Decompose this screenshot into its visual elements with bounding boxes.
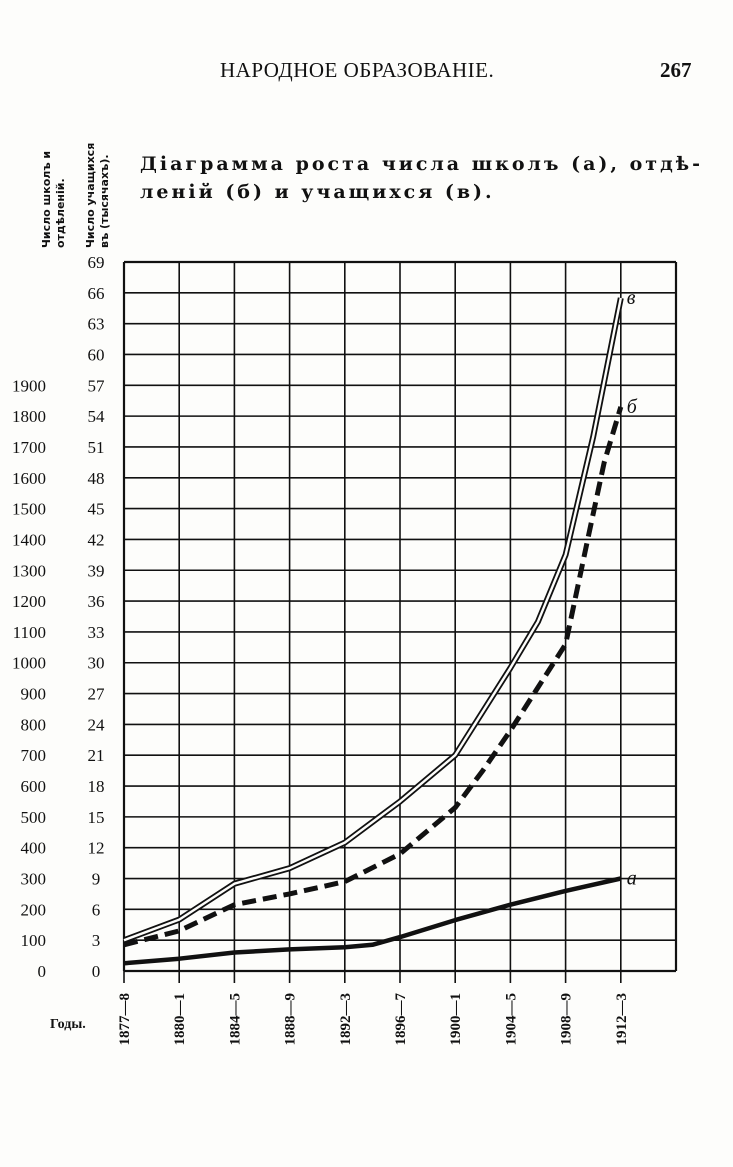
y-tick-left: 800 [21, 715, 47, 734]
x-tick-label: 1896—7 [393, 993, 409, 1046]
series-label: в [627, 287, 636, 309]
y-tick-left: 1700 [12, 438, 46, 457]
y-tick-right: 45 [88, 500, 105, 519]
series-line-a [123, 876, 622, 966]
y-tick-right: 60 [88, 345, 105, 364]
y-tick-left: 100 [21, 931, 47, 950]
page-number: 267 [660, 58, 692, 82]
y-tick-left: 1900 [12, 376, 46, 395]
y-tick-right: 30 [88, 654, 105, 673]
y-tick-left: 0 [38, 962, 47, 981]
y-tick-right: 39 [88, 561, 105, 580]
x-tick-label: 1888—9 [283, 993, 299, 1046]
chart-title: Діаграмма роста числа школъ (а), отдѣ- л… [140, 150, 720, 206]
series-label: а [627, 868, 637, 890]
x-tick-label: 1912—3 [614, 993, 630, 1046]
x-tick-label: 1908—9 [559, 993, 575, 1046]
y-tick-left: 300 [21, 870, 47, 889]
x-tick-label: 1900—1 [448, 993, 464, 1046]
y-tick-right: 42 [88, 530, 105, 549]
y-tick-left: 1100 [13, 623, 46, 642]
chart-title-line-2: леній (б) и учащихся (в). [140, 181, 495, 203]
y-tick-left: 500 [21, 808, 47, 827]
series-line-b [123, 406, 624, 948]
y-tick-left: 700 [21, 746, 47, 765]
y-tick-left: 1400 [12, 530, 46, 549]
y-tick-right: 27 [88, 685, 106, 704]
y-tick-right: 12 [88, 839, 105, 858]
y-tick-left: 600 [21, 777, 47, 796]
y-tick-right: 24 [88, 715, 106, 734]
y-tick-right: 18 [88, 777, 105, 796]
x-axis-title: Годы. [50, 1017, 86, 1032]
y-tick-left: 1000 [12, 654, 46, 673]
series-line-v-inner [123, 297, 622, 942]
y-tick-left: 200 [21, 900, 47, 919]
y-tick-right: 3 [92, 931, 101, 950]
chart-title-line-1: Діаграмма роста числа школъ (а), отдѣ- [140, 153, 703, 175]
y-tick-right: 69 [88, 253, 105, 272]
x-tick-label: 1892—3 [338, 993, 354, 1046]
x-tick-label: 1904—5 [503, 993, 519, 1046]
y-tick-right: 57 [88, 376, 106, 395]
y-tick-left: 1500 [12, 500, 46, 519]
y-tick-right: 66 [88, 284, 105, 303]
page-header: НАРОДНОЕ ОБРАЗОВАНІЕ. 267 [0, 56, 733, 86]
y-tick-right: 21 [88, 746, 105, 765]
x-tick-label: 1884—5 [227, 993, 243, 1046]
y-tick-left: 900 [21, 685, 47, 704]
y-tick-right: 51 [88, 438, 105, 457]
y-tick-left: 1300 [12, 561, 46, 580]
y-tick-right: 48 [88, 469, 105, 488]
y-tick-right: 6 [92, 900, 101, 919]
series-label: б [627, 396, 638, 418]
y-tick-right: 9 [92, 870, 101, 889]
x-tick-label: 1880—1 [172, 993, 188, 1046]
y-tick-right: 0 [92, 962, 101, 981]
y-tick-left: 1800 [12, 407, 46, 426]
y-tick-right: 36 [88, 592, 105, 611]
y-tick-right: 63 [88, 315, 105, 334]
y-tick-left: 1200 [12, 592, 46, 611]
y-tick-right: 15 [88, 808, 105, 827]
series-line-v-outer [122, 297, 624, 944]
y-tick-left: 400 [21, 839, 47, 858]
x-tick-label: 1877—8 [117, 993, 133, 1046]
y-tick-right: 54 [88, 407, 106, 426]
y-tick-left: 1600 [12, 469, 46, 488]
running-title: НАРОДНОЕ ОБРАЗОВАНІЕ. [220, 58, 495, 82]
y-tick-right: 33 [88, 623, 105, 642]
